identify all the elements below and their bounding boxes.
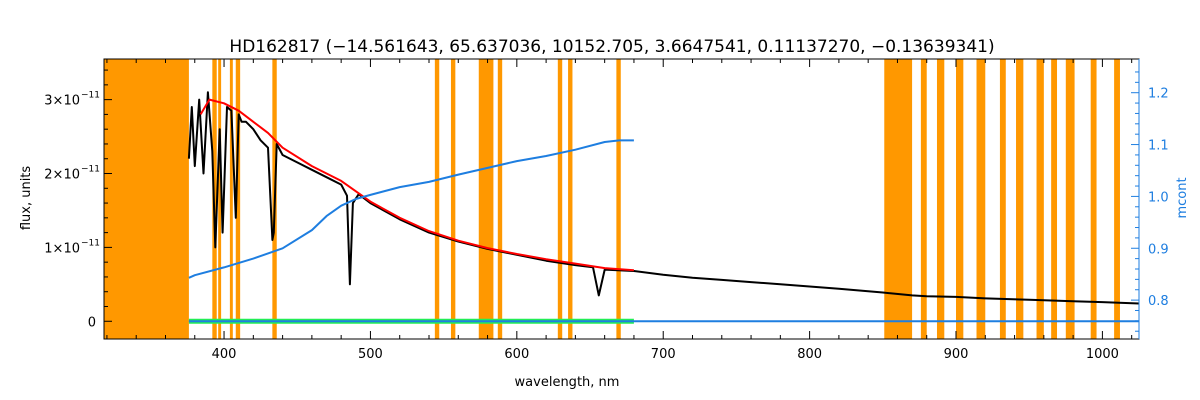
y-tick-exponent: −11 <box>81 91 100 101</box>
x-tick-label: 700 <box>651 347 676 362</box>
x-tick-label: 500 <box>358 347 383 362</box>
y-tick-exponent: −11 <box>81 165 100 175</box>
x-axis: 400 500 600 700 800 900 1000 <box>106 59 1133 362</box>
y2-tick-label: 0.8 <box>1148 294 1169 309</box>
x-tick-label: 800 <box>797 347 822 362</box>
masked-region-10 <box>557 59 563 339</box>
x-tick-label: 600 <box>504 347 529 362</box>
series-model-fit <box>199 98 634 272</box>
right-y-axis: 0.8 0.9 1.0 1.1 1.2 <box>1131 59 1169 339</box>
masked-region-2 <box>218 59 222 339</box>
x-tick-label: 900 <box>944 347 969 362</box>
masked-region-14 <box>920 59 927 339</box>
masked-region-3 <box>229 59 233 339</box>
y-axis-label: flux, units <box>19 166 34 231</box>
y-tick-label: 2×10 <box>44 168 80 183</box>
masked-region-24 <box>1114 59 1120 339</box>
y-tick-label: 0 <box>88 315 96 330</box>
masked-region-11 <box>568 59 573 339</box>
x-axis-label: wavelength, nm <box>515 375 620 390</box>
y-tick-exponent: −11 <box>81 238 100 248</box>
masked-region-22 <box>1065 59 1075 339</box>
y2-tick-label: 1.1 <box>1148 139 1169 154</box>
masked-region-4 <box>235 59 241 339</box>
masked-region-0 <box>104 59 189 339</box>
masked-region-21 <box>1051 59 1058 339</box>
masked-region-8 <box>478 59 494 339</box>
x-tick-label: 400 <box>212 347 237 362</box>
masked-region-19 <box>1016 59 1024 339</box>
masked-region-15 <box>936 59 945 339</box>
right-y-axis-label: mcont <box>1175 177 1190 218</box>
y-tick-label: 3×10 <box>44 94 80 109</box>
chart-title: HD162817 (−14.561643, 65.637036, 10152.7… <box>229 37 994 57</box>
masked-region-9 <box>497 59 503 339</box>
masked-regions <box>104 59 1120 339</box>
masked-region-16 <box>956 59 964 339</box>
masked-region-7 <box>450 59 456 339</box>
masked-region-23 <box>1090 59 1097 339</box>
y2-tick-label: 1.0 <box>1148 190 1169 205</box>
y2-tick-label: 0.9 <box>1148 242 1169 257</box>
series-observed-flux <box>187 91 1140 305</box>
masked-region-6 <box>434 59 440 339</box>
y-axis: 01×10 −112×10 −113×10 −11 <box>44 69 112 330</box>
series-layer <box>187 91 1140 324</box>
masked-region-17 <box>976 59 986 339</box>
x-tick-label: 1000 <box>1086 347 1119 362</box>
masked-region-12 <box>616 59 621 339</box>
series-mcont-right-axis- <box>188 139 634 279</box>
masked-region-20 <box>1036 59 1044 339</box>
masked-region-18 <box>999 59 1006 339</box>
y-tick-label: 1×10 <box>44 241 80 256</box>
masked-region-13 <box>884 59 913 339</box>
y2-tick-label: 1.2 <box>1148 87 1169 102</box>
